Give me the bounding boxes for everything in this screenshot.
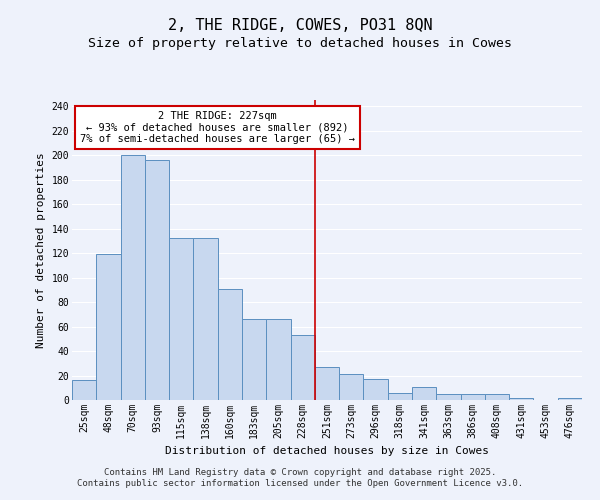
Bar bbox=[242, 319, 266, 400]
Text: 2, THE RIDGE, COWES, PO31 8QN: 2, THE RIDGE, COWES, PO31 8QN bbox=[167, 18, 433, 32]
Bar bbox=[509, 398, 533, 400]
Bar bbox=[558, 398, 582, 400]
Bar bbox=[290, 335, 315, 400]
Bar bbox=[339, 374, 364, 400]
Bar bbox=[169, 238, 193, 400]
Text: Contains HM Land Registry data © Crown copyright and database right 2025.
Contai: Contains HM Land Registry data © Crown c… bbox=[77, 468, 523, 487]
Bar bbox=[364, 379, 388, 400]
Bar bbox=[145, 160, 169, 400]
X-axis label: Distribution of detached houses by size in Cowes: Distribution of detached houses by size … bbox=[165, 446, 489, 456]
Bar bbox=[121, 155, 145, 400]
Bar bbox=[193, 238, 218, 400]
Bar bbox=[266, 319, 290, 400]
Text: 2 THE RIDGE: 227sqm
← 93% of detached houses are smaller (892)
7% of semi-detach: 2 THE RIDGE: 227sqm ← 93% of detached ho… bbox=[80, 111, 355, 144]
Bar bbox=[412, 386, 436, 400]
Bar bbox=[461, 394, 485, 400]
Y-axis label: Number of detached properties: Number of detached properties bbox=[36, 152, 46, 348]
Bar bbox=[315, 367, 339, 400]
Bar bbox=[388, 392, 412, 400]
Bar bbox=[436, 394, 461, 400]
Bar bbox=[96, 254, 121, 400]
Text: Size of property relative to detached houses in Cowes: Size of property relative to detached ho… bbox=[88, 38, 512, 51]
Bar bbox=[218, 288, 242, 400]
Bar bbox=[485, 394, 509, 400]
Bar bbox=[72, 380, 96, 400]
